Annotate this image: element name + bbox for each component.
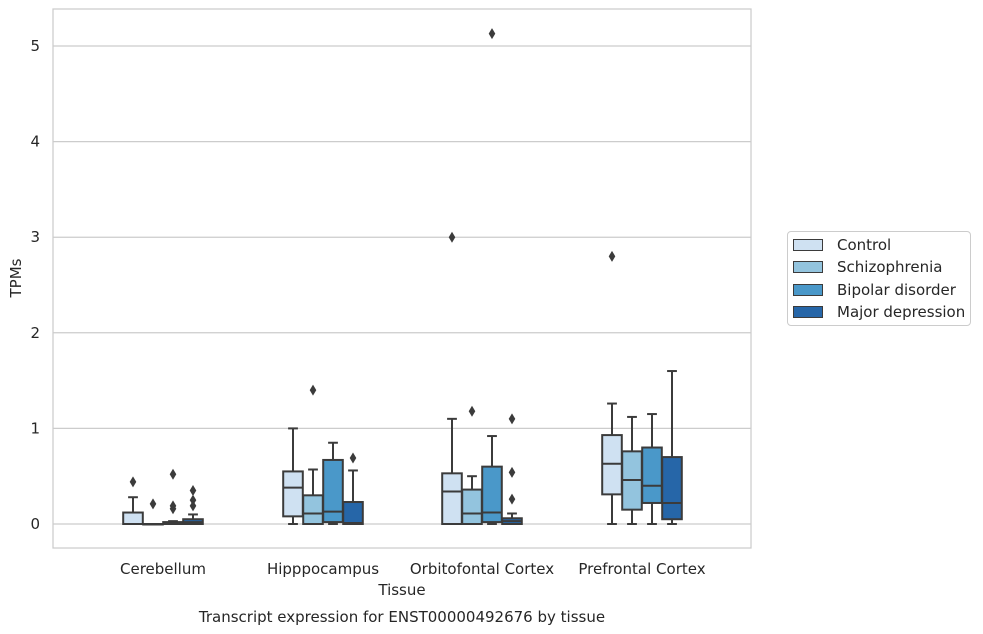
box [322,458,344,524]
outlier-marker [169,503,177,515]
y-tick-label: 2 [30,324,40,342]
box [661,456,683,521]
box [302,494,324,526]
outlier-marker [189,485,197,497]
legend-swatch-major-depression [793,306,823,318]
legend-item-schizophrenia: Schizophrenia [793,257,942,277]
legend-swatch-schizophrenia [793,261,823,273]
legend-label-bipolar: Bipolar disorder [837,281,956,299]
legend-item-control: Control [793,235,891,255]
y-tick-label: 0 [30,515,40,533]
outlier-marker [508,466,516,478]
outlier-marker [508,493,516,505]
box [441,472,463,525]
legend: Control Schizophrenia Bipolar disorder M… [787,231,971,326]
outlier-marker [488,28,496,40]
outlier-marker [169,468,177,480]
legend-item-bipolar: Bipolar disorder [793,280,956,300]
legend-label-control: Control [837,236,892,254]
outlier-marker [189,494,197,506]
outlier-marker [468,405,476,417]
y-tick-label: 1 [30,419,40,437]
box [461,488,483,526]
y-tick-label: 5 [30,37,40,55]
box [122,511,144,526]
box [282,470,304,518]
legend-swatch-control [793,239,823,251]
box-plots [122,28,683,526]
legend-item-major-depression: Major depression [793,302,965,322]
legend-label-major-depression: Major depression [837,303,966,321]
outlier-marker [349,452,357,464]
x-tick-label: Prefrontal Cortex [578,560,705,578]
y-tick-labels: 0 1 2 3 4 5 [30,37,40,533]
x-tick-label: Cerebellum [120,560,206,578]
box [342,501,364,525]
y-tick-label: 3 [30,228,40,246]
y-tick-label: 4 [30,133,40,151]
y-axis-label: TPMs [7,258,25,298]
chart-caption: Transcript expression for ENST0000049267… [198,608,605,626]
x-tick-label: Hipppocampus [267,560,379,578]
outlier-marker [149,498,157,510]
legend-swatch-bipolar [793,284,823,296]
legend-label-schizophrenia: Schizophrenia [837,258,943,276]
outlier-marker [189,500,197,512]
box [481,465,503,524]
outlier-marker [508,413,516,425]
x-axis-label: Tissue [377,581,425,599]
box [641,446,663,504]
plot-frame [52,8,752,549]
x-tick-labels: Cerebellum Hipppocampus Orbitofontal Corte… [120,560,706,578]
outlier-marker [309,384,317,396]
outlier-marker [129,476,137,488]
outlier-marker [608,250,616,262]
outlier-marker [448,231,456,243]
x-tick-label: Orbitofontal Cortex [410,560,554,578]
